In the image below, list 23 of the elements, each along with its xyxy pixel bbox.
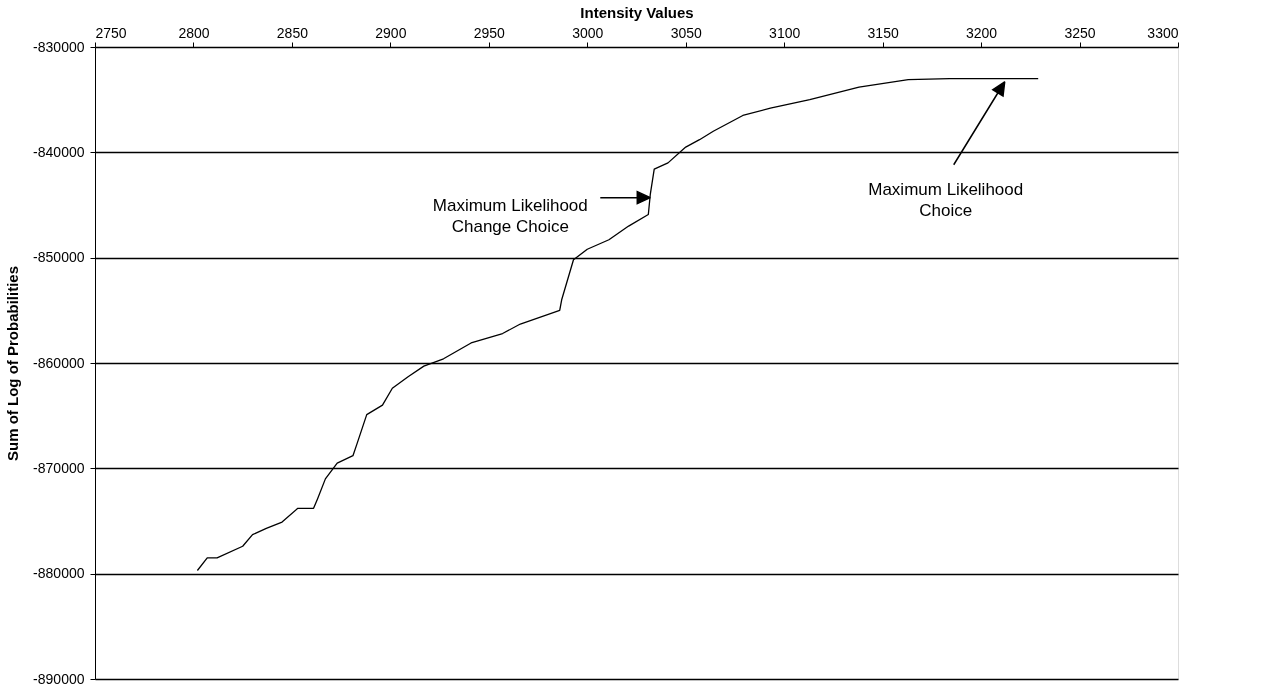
- x-tick-label: 3100: [769, 24, 801, 41]
- y-tick-label: -890000: [33, 670, 85, 687]
- y-tick-label: -830000: [33, 38, 85, 55]
- x-tick-label: 3200: [966, 24, 998, 41]
- x-axis-title: Intensity Values: [580, 3, 694, 21]
- y-tick-label: -880000: [33, 565, 85, 582]
- x-tick-label: 2950: [473, 24, 506, 41]
- x-tick-label: 3000: [572, 24, 604, 41]
- y-tick-label: -850000: [33, 249, 85, 266]
- y-tick-label: -860000: [33, 354, 85, 371]
- x-tick-label: 3150: [867, 24, 899, 41]
- annotation: Maximum Likelihood Choice: [868, 179, 1024, 220]
- x-tick-label: 2850: [276, 24, 309, 41]
- x-tick-label: 3050: [670, 24, 703, 41]
- y-axis-title: Sum of Log of Probabilities: [4, 266, 22, 461]
- y-tick-label: -840000: [33, 143, 85, 160]
- x-tick-label: 3300: [1147, 24, 1179, 41]
- x-tick-label: 2900: [375, 24, 407, 41]
- y-tick-label: -870000: [33, 459, 85, 476]
- x-tick-label: 3250: [1064, 24, 1096, 41]
- x-tick-label: 2750: [95, 24, 127, 41]
- x-tick-label: 2800: [178, 24, 210, 41]
- annotation: Maximum Likelihood Change Choice: [432, 195, 588, 236]
